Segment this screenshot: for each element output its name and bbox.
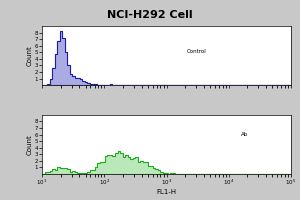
Y-axis label: Count: Count xyxy=(27,134,33,155)
X-axis label: FL1-H: FL1-H xyxy=(156,189,177,195)
Y-axis label: Count: Count xyxy=(27,45,33,66)
Text: Ab: Ab xyxy=(241,132,248,137)
Text: Control: Control xyxy=(186,49,206,54)
Text: NCI-H292 Cell: NCI-H292 Cell xyxy=(107,10,193,20)
